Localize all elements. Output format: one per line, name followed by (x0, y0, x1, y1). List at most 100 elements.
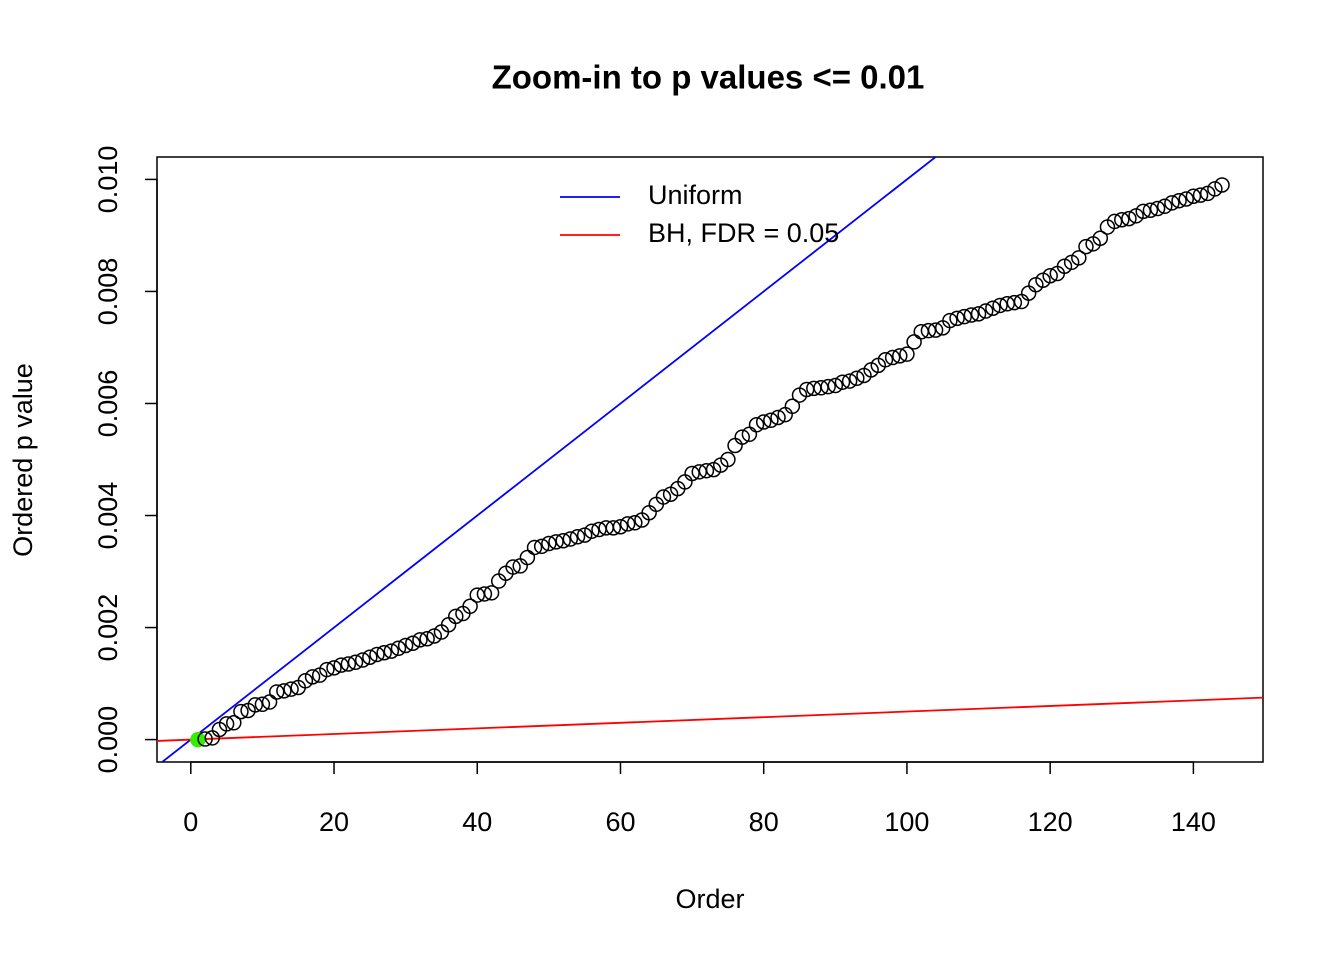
point (519, 549, 536, 566)
point (841, 373, 858, 389)
point (755, 414, 772, 430)
point (906, 334, 922, 350)
y-tick-label: 0.006 (93, 370, 123, 438)
point (483, 585, 500, 601)
point (827, 377, 844, 394)
point (397, 637, 414, 654)
point (1114, 211, 1130, 228)
point (505, 559, 521, 575)
point (1178, 191, 1194, 207)
y-tick-label: 0.004 (93, 482, 123, 550)
point (877, 352, 894, 368)
y-tick-label: 0.010 (93, 146, 123, 214)
point (340, 656, 357, 672)
point (383, 643, 400, 659)
plot-area (157, 157, 1263, 762)
y-tick-label: 0.008 (93, 258, 123, 326)
point (956, 308, 972, 325)
point (763, 412, 779, 429)
point (304, 669, 321, 685)
point (405, 635, 421, 651)
point (1106, 213, 1123, 230)
point (748, 417, 765, 433)
x-tick-label: 140 (1171, 807, 1216, 837)
point (834, 374, 851, 390)
point (376, 645, 392, 661)
point (1071, 250, 1087, 266)
point (426, 628, 443, 644)
point (1042, 268, 1058, 284)
point (297, 673, 314, 689)
point (562, 531, 579, 547)
point (1207, 181, 1223, 197)
point (448, 608, 464, 625)
point (920, 322, 937, 339)
point (655, 489, 672, 505)
point (1020, 285, 1037, 301)
chart-title: Zoom-in to p values <= 0.01 (492, 59, 925, 96)
point (698, 462, 715, 479)
point (985, 300, 1001, 316)
point (576, 527, 593, 543)
point (942, 312, 958, 329)
point (1121, 210, 1137, 227)
legend-label: Uniform (648, 180, 743, 210)
point (261, 694, 278, 710)
point (347, 654, 364, 671)
point (612, 518, 629, 535)
point (734, 429, 750, 445)
point (1149, 200, 1166, 217)
point (233, 703, 249, 720)
point (548, 534, 564, 550)
point (476, 586, 493, 602)
point (770, 409, 786, 426)
y-tick-label: 0.002 (93, 594, 123, 662)
point (963, 307, 980, 323)
point (1078, 238, 1094, 255)
point (369, 646, 385, 663)
point (927, 322, 944, 338)
point (218, 716, 235, 732)
x-axis-label: Order (675, 884, 744, 914)
reference-line (160, 157, 938, 762)
point (419, 631, 435, 647)
point (1171, 192, 1187, 209)
point (949, 310, 965, 327)
x-tick-label: 100 (884, 807, 929, 837)
point (247, 697, 264, 713)
point (992, 297, 1008, 314)
point (784, 398, 801, 415)
point (1164, 195, 1180, 211)
point (849, 370, 865, 387)
point (569, 529, 586, 545)
point (541, 535, 557, 552)
point (412, 632, 428, 648)
point (892, 348, 908, 364)
legend-label: BH, FDR = 0.05 (648, 218, 839, 248)
x-tick-label: 0 (183, 807, 198, 837)
point (684, 465, 700, 482)
x-tick-label: 120 (1028, 807, 1073, 837)
point (326, 660, 342, 676)
point (354, 652, 371, 668)
point (254, 696, 271, 713)
point (283, 681, 299, 697)
y-tick-label: 0.000 (93, 706, 123, 774)
point (1185, 188, 1202, 204)
point (619, 516, 636, 532)
point (1135, 203, 1152, 220)
point (533, 538, 550, 555)
point (390, 640, 407, 657)
point (584, 523, 600, 539)
point (970, 306, 987, 322)
point (362, 649, 378, 665)
point (197, 731, 213, 747)
point (1006, 294, 1023, 311)
point (1142, 202, 1159, 218)
x-tick-label: 20 (319, 807, 349, 837)
point (627, 515, 643, 531)
point (1156, 198, 1173, 215)
point (727, 437, 743, 454)
point (1056, 258, 1073, 274)
y-axis-label: Ordered p value (8, 363, 38, 557)
